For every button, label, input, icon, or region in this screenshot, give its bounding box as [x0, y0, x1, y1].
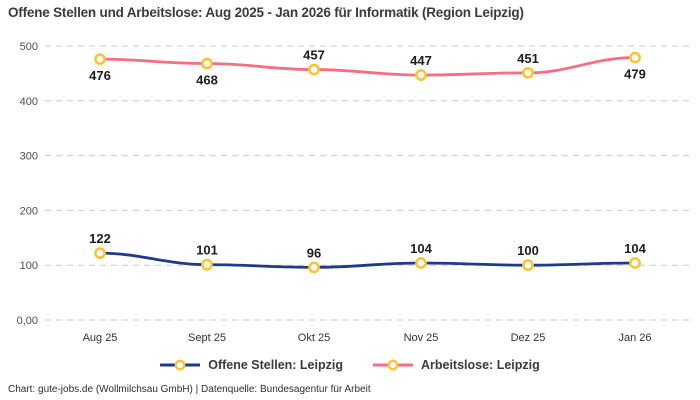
data-point-label: 104 [624, 241, 646, 256]
data-point-marker[interactable] [415, 69, 427, 81]
x-axis-tick-label: Sept 25 [188, 332, 226, 344]
data-point-marker[interactable] [94, 53, 106, 66]
chart-title: Offene Stellen und Arbeitslose: Aug 2025… [8, 5, 524, 20]
y-axis-tick-label: 0,00 [17, 315, 38, 327]
data-point-label: 451 [517, 51, 539, 66]
y-axis-tick-label: 200 [20, 205, 38, 217]
data-point-label: 479 [624, 67, 646, 82]
data-point-marker[interactable] [629, 51, 641, 64]
chart-source-footer: Chart: gute-jobs.de (Wollmilchsau GmbH) … [8, 384, 371, 395]
y-axis-tick-label: 100 [20, 260, 38, 272]
data-point-label: 100 [517, 243, 539, 258]
x-axis-tick-label: Aug 25 [83, 332, 118, 344]
data-point-marker[interactable] [308, 63, 320, 76]
legend-item-arbeitslose-leipzig[interactable]: Arbeitslose: Leipzig [372, 358, 540, 372]
data-point-label: 457 [303, 48, 325, 63]
data-point-marker[interactable] [415, 257, 427, 269]
data-point-marker[interactable] [94, 247, 106, 260]
legend-item-offene-stellen-leipzig[interactable]: Offene Stellen: Leipzig [160, 358, 343, 372]
data-point-label: 447 [410, 53, 432, 68]
y-axis-tick-label: 500 [20, 41, 38, 53]
y-axis-tick-label: 300 [20, 151, 38, 163]
series-line-arbeitslose-leipzig [98, 56, 637, 77]
data-point-label: 104 [410, 241, 432, 256]
x-axis-tick-label: Jan 26 [618, 332, 651, 344]
data-point-label: 476 [89, 68, 111, 83]
y-axis-tick-label: 400 [20, 96, 38, 108]
legend-marker-icon [372, 359, 413, 371]
data-point-marker[interactable] [629, 257, 641, 269]
data-point-label: 96 [307, 245, 321, 260]
legend-label: Offene Stellen: Leipzig [208, 358, 343, 372]
data-point-marker[interactable] [308, 261, 320, 274]
x-axis-tick-label: Nov 25 [404, 332, 439, 344]
x-axis-tick-label: Okt 25 [298, 332, 330, 344]
legend-label: Arbeitslose: Leipzig [420, 358, 540, 372]
series-line-offene-stellen-leipzig [98, 251, 637, 269]
data-point-marker[interactable] [522, 259, 534, 272]
data-point-marker[interactable] [201, 258, 213, 271]
data-point-marker[interactable] [201, 57, 213, 70]
data-point-label: 468 [196, 73, 218, 88]
legend-marker-icon [160, 359, 201, 371]
data-point-marker[interactable] [522, 66, 534, 79]
data-point-label: 101 [196, 243, 218, 258]
x-axis-tick-label: Dez 25 [511, 332, 546, 344]
chart-legend: Offene Stellen: Leipzig Arbeitslose: Leip… [0, 354, 700, 376]
data-point-label: 122 [89, 231, 111, 246]
